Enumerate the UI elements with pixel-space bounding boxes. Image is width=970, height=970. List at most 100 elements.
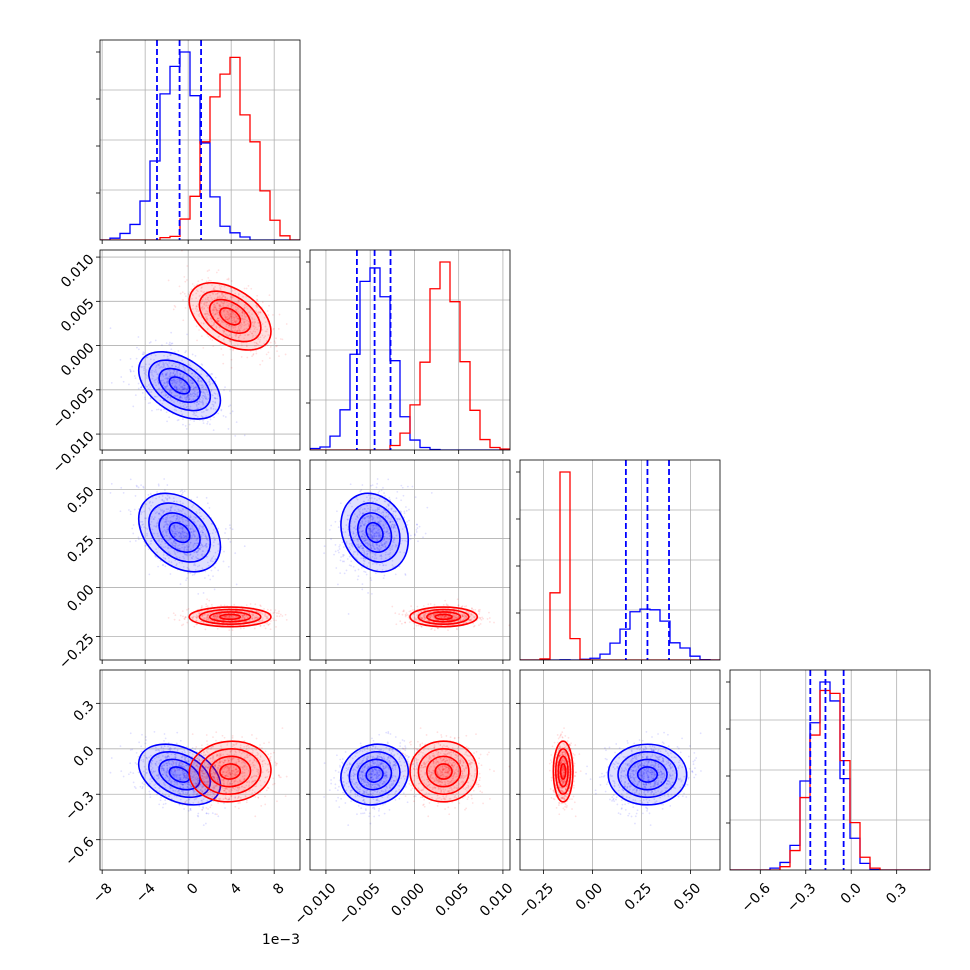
x-tick-label: −0.25: [515, 880, 557, 922]
contour-series-1: [208, 755, 252, 788]
y-tick-label: 0.005: [58, 296, 98, 336]
scatter-series-0: [109, 730, 246, 827]
contour-series-0: [356, 758, 393, 791]
scatter-series-0: [565, 730, 702, 827]
y-tick-label: −0.005: [50, 384, 98, 432]
scatter-series-1: [391, 727, 510, 818]
contour-series-0: [340, 743, 410, 806]
contour-series-0: [158, 367, 201, 404]
histogram-series-1: [520, 471, 720, 660]
contour-series-0: [148, 502, 212, 563]
x-tick-label: −0.3: [784, 880, 819, 915]
contour-series-0: [158, 512, 201, 553]
x-tick-label: 8: [270, 880, 288, 898]
scatter-series-1: [167, 250, 288, 369]
contour-series-0: [137, 350, 222, 420]
contour-series-0: [607, 743, 688, 806]
contour-series-1: [426, 755, 462, 788]
panel-frame: [99, 459, 301, 661]
contour-series-0: [365, 521, 384, 544]
histogram-series-0: [100, 51, 300, 240]
contour-series-0: [168, 376, 191, 395]
scatter-series-0: [323, 730, 433, 827]
contour-series-1: [417, 747, 470, 796]
contour-series-1: [219, 613, 242, 621]
x-tick-label: 0.005: [433, 880, 473, 920]
x-tick-label: 0.3: [883, 880, 910, 907]
scatter-series-1: [548, 727, 582, 818]
scatter-series-0: [323, 478, 433, 615]
scatter-series-0: [109, 478, 246, 615]
y-tick-label: 0.25: [64, 533, 97, 566]
contour-series-1: [188, 740, 272, 803]
x-tick-label: 0.0: [838, 880, 865, 907]
contour-series-0: [627, 758, 668, 791]
x-tick-label: −0.6: [739, 880, 774, 915]
panel-frame: [309, 459, 511, 661]
contour-series-1: [434, 763, 453, 780]
contour-series-1: [417, 608, 470, 626]
panel-frame: [309, 669, 511, 871]
scatter-series-1: [167, 727, 288, 818]
scatter-series-0: [109, 327, 246, 437]
y-tick-label: 0.50: [64, 484, 97, 517]
x-tick-label: 0: [184, 880, 202, 898]
panel-frame: [99, 669, 301, 871]
x-tick-label: 0.010: [477, 880, 517, 920]
panel-1-0: [96, 249, 301, 454]
contour-series-1: [208, 298, 252, 334]
contour-series-0: [356, 512, 393, 553]
y-tick-label: 0.010: [58, 251, 98, 291]
contour-series-1: [409, 740, 479, 803]
y-tick-label: −0.010: [50, 428, 98, 476]
x-tick-label: 0.50: [671, 880, 704, 913]
contour-series-1: [198, 608, 262, 626]
contour-series-1: [188, 281, 272, 351]
x-tick-label: 0.25: [622, 880, 655, 913]
contour-series-0: [348, 502, 401, 563]
contour-series-1: [198, 747, 262, 796]
y-tick-label: 0.0: [71, 743, 98, 770]
panel-3-1: [306, 669, 511, 874]
panel-frame: [99, 39, 301, 241]
panel-0-0: [96, 39, 301, 244]
y-tick-label: −0.25: [56, 631, 98, 673]
contour-series-1: [559, 763, 567, 780]
contour-series-0: [168, 521, 191, 544]
contour-series-0: [617, 751, 678, 799]
contour-series-1: [198, 290, 262, 343]
histogram-series-1: [100, 56, 300, 240]
contour-series-1: [554, 747, 572, 796]
x-tick-label: −4: [133, 880, 159, 906]
panel-2-0: [96, 459, 301, 664]
panel-2-2: [516, 459, 721, 664]
panel-2-1: [306, 459, 511, 664]
contour-series-0: [636, 766, 659, 783]
contour-series-0: [365, 766, 384, 783]
x-tick-label: 0.00: [573, 880, 606, 913]
panel-frame: [309, 249, 511, 451]
y-tick-label: 0.00: [64, 582, 97, 615]
contour-series-0: [137, 492, 222, 573]
y-tick-label: 0.3: [71, 698, 98, 725]
x-tick-label: 4: [227, 880, 245, 898]
panel-1-1: [306, 249, 511, 454]
x-tick-label: −0.005: [336, 880, 384, 928]
panel-frame: [729, 669, 931, 871]
contour-series-1: [208, 611, 252, 623]
contour-series-1: [552, 740, 574, 803]
panel-frame: [519, 459, 721, 661]
panel-frame: [519, 669, 721, 871]
y-tick-label: 0.000: [58, 340, 98, 380]
scatter-series-1: [391, 598, 510, 632]
scatter-series-1: [167, 598, 288, 632]
y-tick-label: −0.6: [62, 834, 97, 869]
panel-3-3: [726, 669, 931, 874]
panel-frame: [99, 249, 301, 451]
panel-3-2: [516, 669, 721, 874]
contour-series-1: [188, 606, 272, 628]
contour-series-0: [148, 359, 212, 412]
contour-series-0: [340, 492, 410, 573]
contour-series-1: [409, 606, 479, 628]
